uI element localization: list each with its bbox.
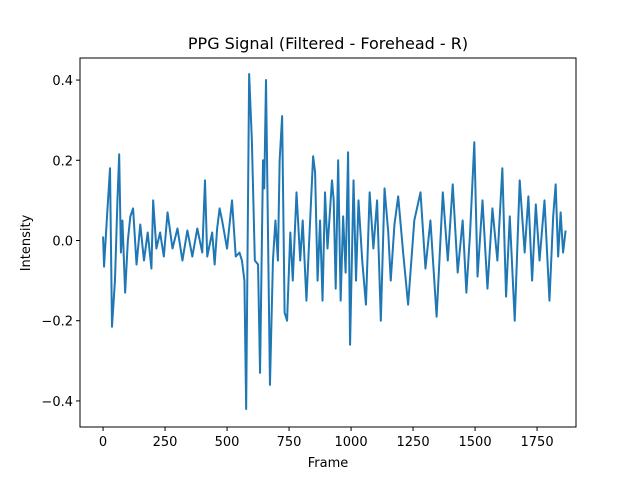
chart-title: PPG Signal (Filtered - Forehead - R) (188, 34, 468, 53)
y-axis-label: Intensity (19, 214, 34, 271)
y-tick-label: −0.2 (41, 315, 73, 330)
x-tick-label: 750 (277, 435, 302, 450)
x-tick-label: 500 (215, 435, 240, 450)
y-tick-label: 0.2 (52, 154, 73, 169)
x-tick-label: 1000 (335, 435, 368, 450)
signal-line (102, 73, 567, 410)
x-axis-label: Frame (308, 456, 349, 471)
y-tick-label: 0.4 (52, 74, 73, 89)
x-tick-label: 1750 (521, 435, 554, 450)
x-tick-label: 1500 (459, 435, 492, 450)
y-tick-label: −0.4 (41, 395, 73, 410)
x-tick-label: 0 (99, 435, 107, 450)
y-tick-label: 0.0 (52, 234, 73, 249)
x-tick-label: 250 (153, 435, 178, 450)
x-tick-label: 1250 (397, 435, 430, 450)
plot-frame (79, 57, 577, 428)
